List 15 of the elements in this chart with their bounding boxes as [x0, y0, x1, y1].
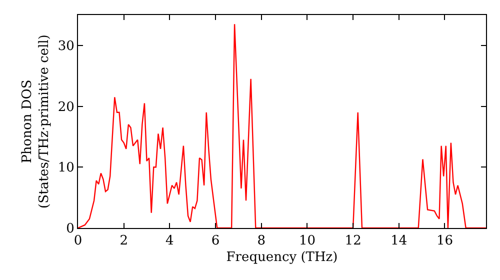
line-series: [78, 24, 486, 228]
y-tick-label: 30: [58, 38, 74, 54]
y-axis-title: Phonon DOS (States/THz·primitive cell): [20, 34, 52, 209]
x-tick-label: 4: [166, 234, 174, 249]
x-tick-label: 10: [298, 234, 316, 249]
x-tick-label: 16: [436, 234, 454, 249]
x-tick-label: 6: [211, 234, 220, 249]
x-tick-label: 12: [344, 234, 362, 249]
y-tick-label: 10: [58, 160, 74, 176]
x-axis-title: Frequency (THz): [226, 250, 338, 266]
x-tick-label: 2: [120, 234, 128, 249]
x-tick-label: 14: [390, 234, 408, 249]
x-tick-label: 8: [257, 234, 266, 249]
y-tick-label: 20: [58, 100, 74, 115]
y-tick-label: 0: [66, 222, 74, 237]
